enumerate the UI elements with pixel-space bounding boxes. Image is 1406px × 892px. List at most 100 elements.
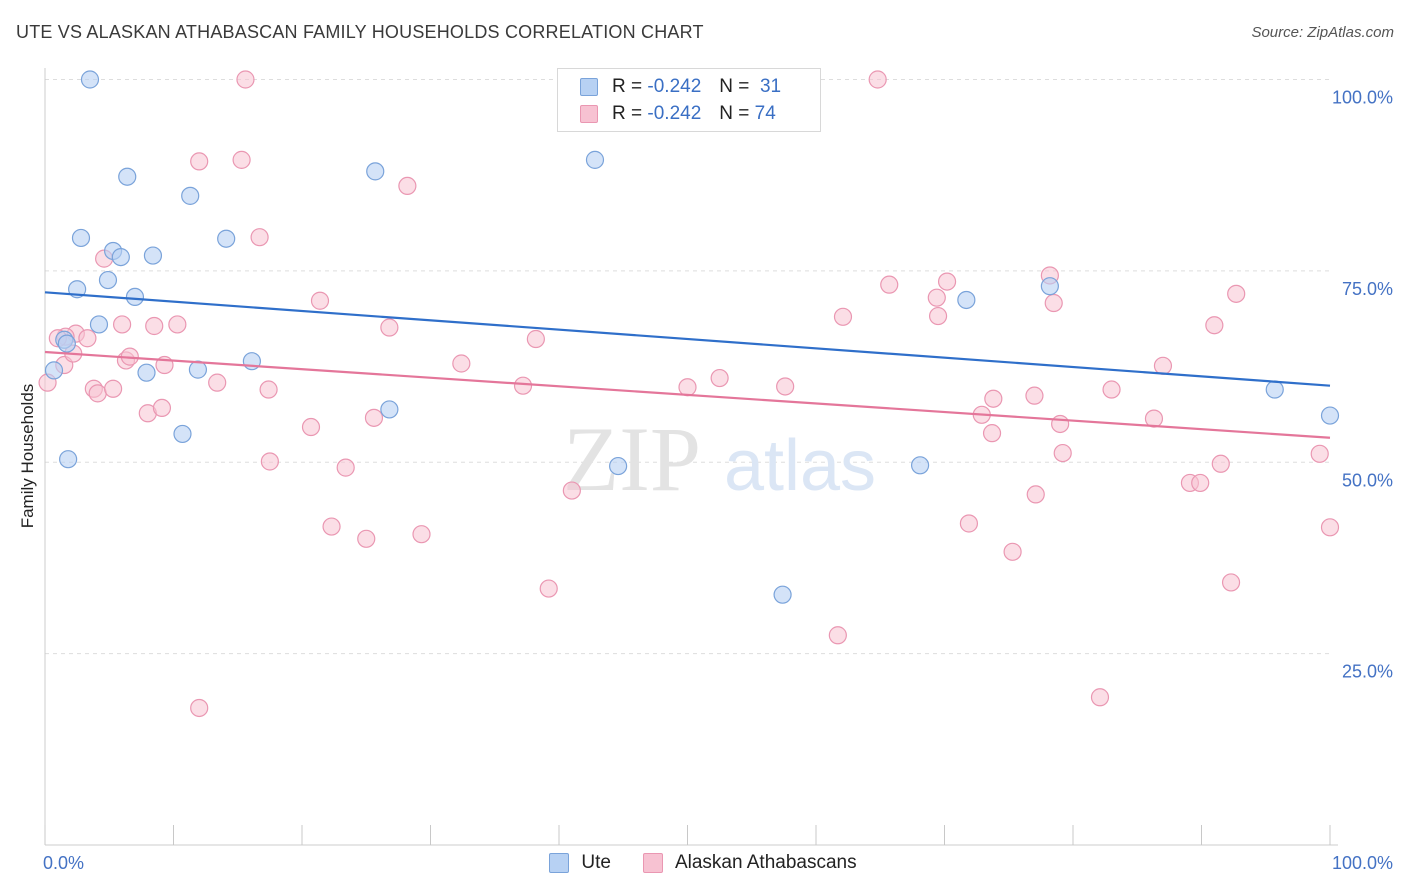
athabascan-point-25 [88,384,107,403]
athabascan-point-60 [1227,284,1246,303]
athabascan-point-46 [1044,293,1063,313]
athabascan-point-31 [364,408,384,427]
athabascan-point-35 [513,376,533,395]
watermark-atlas: atlas [724,426,876,506]
athabascan-point-63 [1026,485,1045,504]
series-legend: Ute Alaskan Athabascans [0,852,1406,874]
athabascan-point-53 [1102,380,1121,399]
legend-item-ute: Ute [549,852,611,874]
athabascan-point-34 [452,354,471,373]
ute-point-14 [89,315,109,334]
athabascan-point-1 [868,70,887,89]
ute-point-4 [366,162,385,181]
athabascan-point-29 [152,398,172,417]
athabascan-point-70 [828,626,847,645]
athabascan-point-52 [1053,443,1072,463]
athabascan-point-37 [678,378,697,397]
athabascan-point-44 [928,306,948,326]
ute-point-8 [111,247,130,267]
ute-point-6 [71,228,91,248]
watermark: ZIP atlas [563,408,876,510]
ute-point-23 [59,450,78,469]
ute-point-9 [143,246,163,265]
athabascan-point-38 [710,368,729,388]
athabascan-point-51 [1051,414,1070,434]
athabascan-point-32 [260,452,279,471]
ute-point-16 [44,361,64,380]
ute-point-18 [137,363,156,382]
ute-point-26 [957,290,976,310]
y-tick-label-75: 75.0% [1342,279,1393,299]
ute-n-value: 31 [759,76,782,97]
ute-point-24 [609,456,628,476]
athabascan-swatch [580,105,598,123]
y-tick-label-100: 100.0% [1332,88,1393,108]
athabascan-point-61 [1310,444,1329,463]
ute-point-3 [181,186,200,205]
athabascan-point-22 [208,373,227,392]
x-tick-label-min: 0.0% [43,853,84,873]
athabascan-point-55 [1153,356,1173,375]
athabascan-point-5 [250,228,269,247]
watermark-zip: ZIP [563,408,701,510]
athabascan-n-value: 74 [754,103,776,124]
ute-points [44,70,1340,604]
ute-point-28 [1265,380,1284,399]
x-tick-label-max: 100.0% [1332,853,1393,873]
axes [44,68,1338,846]
athabascan-point-0 [236,70,255,89]
athabascan-point-41 [880,275,899,294]
athabascan-point-62 [1320,518,1340,537]
athabascan-point-47 [984,389,1003,408]
athabascan-point-71 [1090,688,1110,707]
ute-swatch [580,78,598,96]
source-label: Source: ZipAtlas.com [1251,24,1394,41]
athabascan-point-26 [104,379,123,398]
athabascan-point-9 [112,315,132,334]
ute-point-21 [173,424,192,444]
athabascan-point-66 [322,517,341,536]
chart-title: UTE VS ALASKAN ATHABASCAN FAMILY HOUSEHO… [16,22,704,42]
athabascan-r-value: -0.242 [647,103,702,124]
athabascan-legend-label: Alaskan Athabascans [674,852,857,873]
athabascan-point-67 [357,529,376,548]
athabascan-point-23 [259,380,278,399]
legend-r-label: R = [612,103,643,124]
ute-point-13 [125,287,145,307]
athabascan-point-16 [526,329,545,349]
legend-n-label: N = [719,76,750,97]
athabascan-point-54 [1144,409,1164,428]
ute-point-27 [1040,277,1059,296]
athabascan-point-73 [190,698,209,718]
athabascan-point-8 [380,318,399,337]
ute-point-29 [1320,406,1340,425]
athabascan-point-57 [1191,473,1210,493]
athabascan-point-40 [833,307,853,326]
legend-r-label: R = [612,76,643,97]
athabascan-point-30 [301,417,321,437]
athabascan-legend-swatch [642,853,663,873]
ute-point-30 [773,585,792,604]
athabascan-points [38,70,1340,718]
ute-point-10 [217,229,236,248]
athabascan-point-39 [776,377,795,396]
ute-point-0 [80,70,100,89]
legend-row-ute: R = -0.242 N = 31 [580,75,781,99]
athabascan-point-50 [1025,386,1044,405]
ute-legend-swatch [549,853,570,873]
athabascan-point-68 [412,525,431,544]
ute-point-25 [910,456,930,475]
legend-item-athabascan: Alaskan Athabascans [642,852,857,874]
ute-r-value: -0.242 [647,76,702,97]
athabascan-trend-line [44,350,1331,439]
y-tick-label-25: 25.0% [1342,662,1393,682]
legend-row-athabascan: R = -0.242 N = 74 [580,102,776,126]
athabascan-point-69 [539,579,558,598]
athabascan-point-33 [336,458,355,477]
athabascan-point-7 [310,291,330,310]
ute-point-5 [585,150,605,169]
athabascan-point-11 [168,315,187,334]
ute-point-11 [98,270,118,290]
athabascan-point-43 [937,272,957,291]
athabascan-point-58 [1211,454,1230,473]
